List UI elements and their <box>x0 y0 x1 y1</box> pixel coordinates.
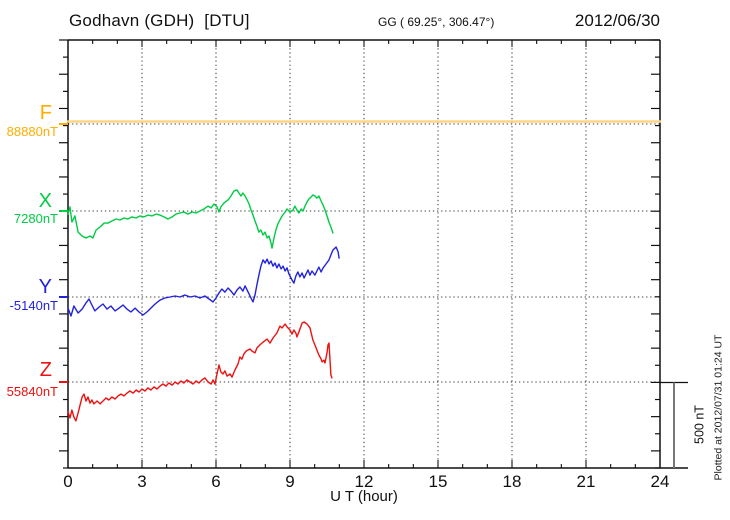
component-label-Y: Y <box>38 276 52 298</box>
x-tick-label: 6 <box>211 472 221 491</box>
component-baseline-Y: -5140nT <box>9 298 58 313</box>
x-tick-label: 9 <box>285 472 295 491</box>
plot-date: 2012/06/30 <box>574 11 660 30</box>
component-baseline-F: 88880nT <box>6 124 58 139</box>
x-tick-label: 18 <box>502 472 522 491</box>
geographic-coords: GG ( 69.25°, 306.47°) <box>378 15 495 29</box>
x-tick-label: 24 <box>650 472 670 491</box>
component-label-X: X <box>38 190 52 212</box>
trace-X <box>67 189 334 249</box>
trace-Z <box>67 321 333 422</box>
component-baseline-Z: 55840nT <box>6 384 58 399</box>
x-tick-label: 15 <box>428 472 448 491</box>
plotted-at-note: Plotted at 2012/07/31 01:24 UT <box>712 334 725 481</box>
x-axis-title: U T (hour) <box>330 488 398 505</box>
component-label-F: F <box>39 102 52 124</box>
x-tick-label: 0 <box>63 472 73 491</box>
component-baseline-X: 7280nT <box>13 211 58 226</box>
station-title: Godhavn (GDH) [DTU] <box>69 11 250 30</box>
trace-Y <box>67 246 340 317</box>
component-label-Z: Z <box>39 359 52 381</box>
x-tick-label: 3 <box>137 472 147 491</box>
x-tick-label: 12 <box>354 472 374 491</box>
x-tick-label: 21 <box>576 472 596 491</box>
scale-bar-label: 500 nT <box>692 405 707 444</box>
